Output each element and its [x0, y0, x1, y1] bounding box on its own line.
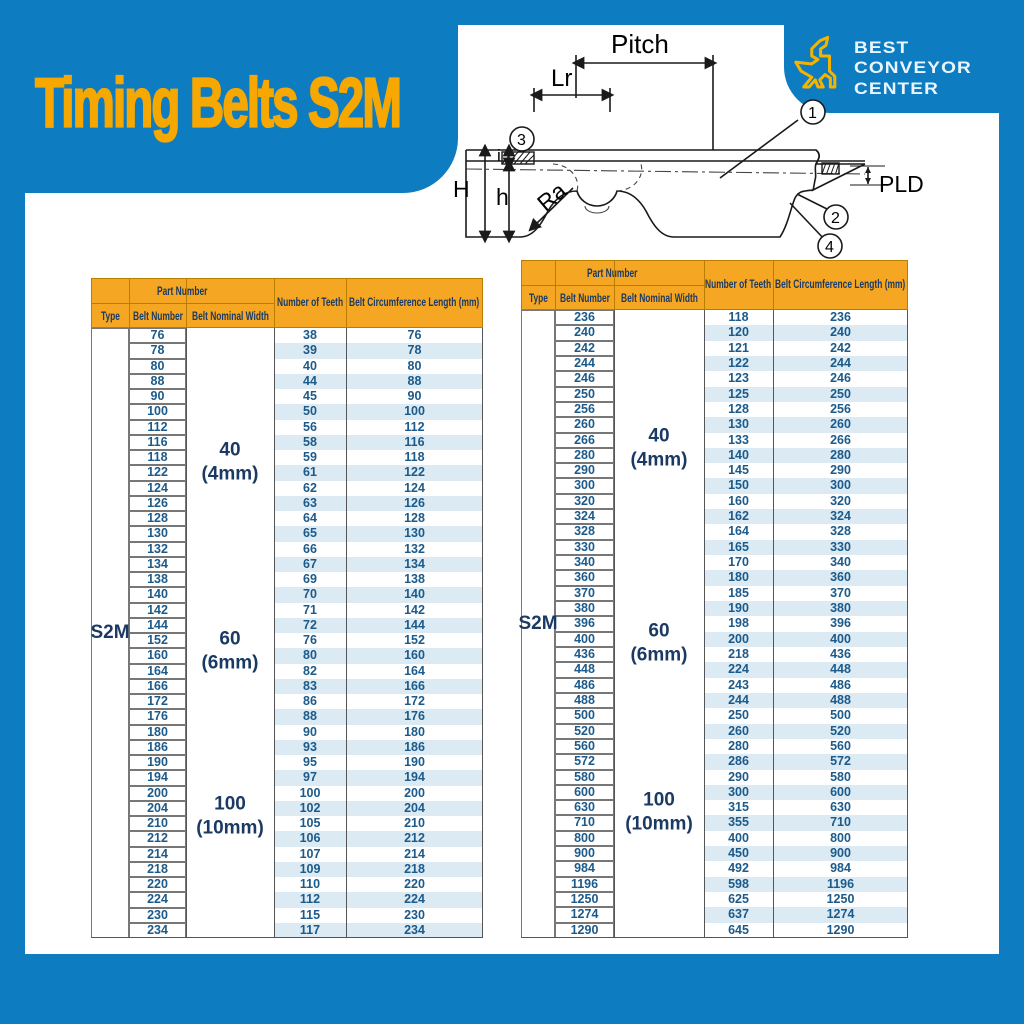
svg-text:i: i	[497, 146, 501, 165]
svg-text:Pitch: Pitch	[611, 29, 669, 59]
svg-text:h: h	[496, 184, 509, 210]
svg-text:Ra: Ra	[532, 177, 571, 216]
svg-text:PLD: PLD	[879, 171, 924, 197]
svg-text:4: 4	[825, 239, 834, 256]
svg-text:3: 3	[517, 132, 526, 149]
svg-text:H: H	[453, 176, 470, 202]
svg-text:2: 2	[831, 210, 840, 227]
svg-text:1: 1	[808, 105, 817, 122]
svg-text:Lr: Lr	[551, 65, 572, 92]
